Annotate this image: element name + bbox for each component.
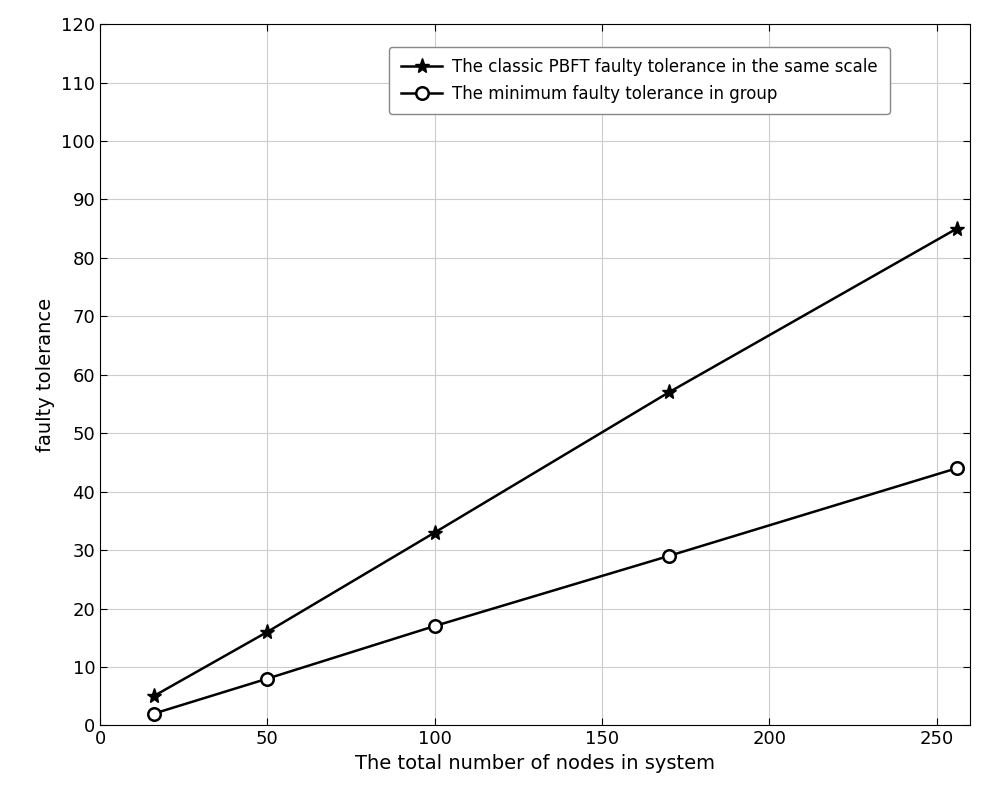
The classic PBFT faulty tolerance in the same scale xyxy=(951,224,963,234)
The classic PBFT faulty tolerance in the same scale xyxy=(261,627,273,637)
Line: The classic PBFT faulty tolerance in the same scale: The classic PBFT faulty tolerance in the… xyxy=(146,221,964,704)
The classic PBFT faulty tolerance in the same scale xyxy=(148,692,160,701)
The minimum faulty tolerance in group xyxy=(429,621,441,631)
The minimum faulty tolerance in group xyxy=(951,463,963,473)
The minimum faulty tolerance in group xyxy=(261,674,273,683)
The minimum faulty tolerance in group xyxy=(663,551,675,561)
The classic PBFT faulty tolerance in the same scale xyxy=(663,388,675,397)
Legend: The classic PBFT faulty tolerance in the same scale, The minimum faulty toleranc: The classic PBFT faulty tolerance in the… xyxy=(389,47,890,114)
The minimum faulty tolerance in group xyxy=(148,709,160,719)
Line: The minimum faulty tolerance in group: The minimum faulty tolerance in group xyxy=(147,462,963,720)
Y-axis label: faulty tolerance: faulty tolerance xyxy=(36,297,55,452)
X-axis label: The total number of nodes in system: The total number of nodes in system xyxy=(355,754,715,773)
The classic PBFT faulty tolerance in the same scale xyxy=(429,528,441,538)
